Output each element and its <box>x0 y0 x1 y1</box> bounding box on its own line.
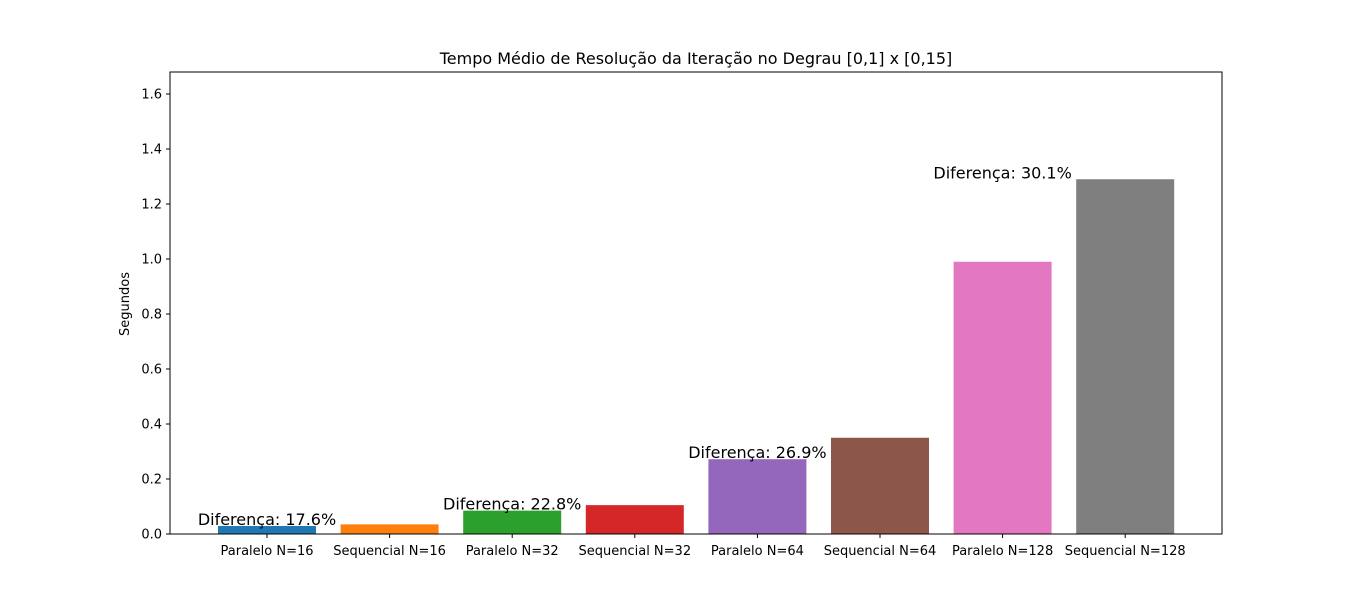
y-axis-label: Segundos <box>118 272 133 336</box>
chart-title: Tempo Médio de Resolução da Iteração no … <box>439 49 953 68</box>
difference-annotation: Diferença: 22.8% <box>443 495 581 514</box>
bar <box>340 524 439 534</box>
plot-area: 0.0 0.2 0.4 0.6 0.8 1.0 1.2 1.4 1.6 Paralelo N=16… <box>141 88 1185 560</box>
y-tick-label: 0.6 <box>141 363 162 378</box>
x-tick-label: Paralelo N=128 <box>952 544 1053 559</box>
x-tick-label: Sequencial N=128 <box>1065 544 1186 559</box>
bar <box>218 526 316 534</box>
plot-frame <box>169 71 1223 535</box>
x-tick-label: Sequencial N=16 <box>333 544 446 559</box>
y-tick-label: 1.4 <box>141 143 162 158</box>
x-tick-label: Paralelo N=16 <box>221 544 314 559</box>
bar <box>463 510 562 534</box>
x-tick-label: Paralelo N=64 <box>711 544 804 559</box>
y-tick-label: 0.8 <box>141 308 162 323</box>
bar <box>831 437 929 534</box>
bar <box>1076 179 1175 534</box>
bar <box>585 505 684 534</box>
y-tick-label: 1.6 <box>141 88 162 103</box>
x-tick-label: Sequencial N=32 <box>578 544 691 559</box>
y-tick-label: 1.2 <box>141 198 162 213</box>
y-tick-label: 0.2 <box>141 473 162 488</box>
difference-annotation: Diferença: 26.9% <box>688 443 826 462</box>
difference-annotation: Diferença: 30.1% <box>933 163 1071 182</box>
bar <box>953 261 1052 534</box>
x-tick-label: Paralelo N=32 <box>466 544 559 559</box>
difference-annotation: Diferença: 17.6% <box>198 510 336 529</box>
y-tick-label: 1.0 <box>141 253 162 268</box>
y-tick-label: 0.4 <box>141 418 162 433</box>
y-tick-label: 0.0 <box>141 528 162 543</box>
x-tick-label: Sequencial N=64 <box>824 544 937 559</box>
bar <box>708 459 807 534</box>
